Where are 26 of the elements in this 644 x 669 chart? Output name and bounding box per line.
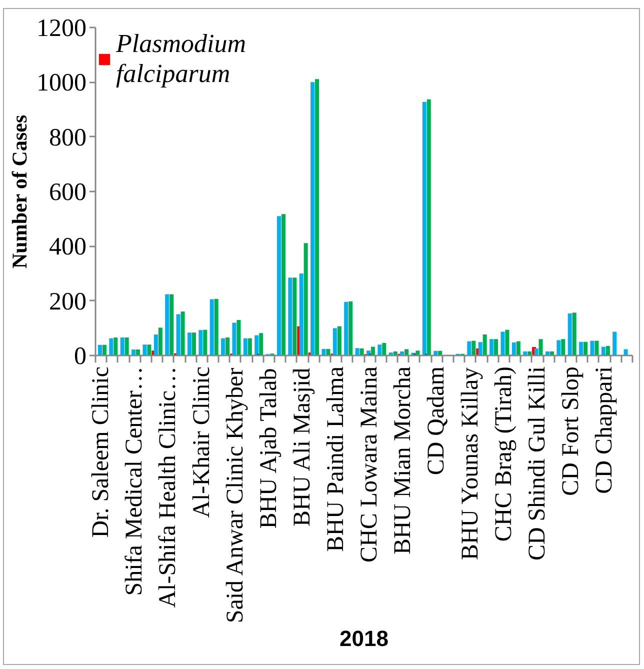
x-axis-title: 2018 [340,626,388,652]
x-tick-label: CHC Lowara Maina [356,366,383,562]
x-tick-label: BHU Mian Morcha [390,366,416,554]
x-tick-label: BHU Paindi Lalma [323,366,350,552]
x-tick-label: BHU Younas Killay [457,367,484,560]
y-tick-label: 600 [49,179,86,206]
x-tick-label: Shifa Medical Center… [122,366,148,596]
y-tick-label: 0 [74,343,86,370]
x-tick-label: BHU Ajab Talab [256,368,282,529]
x-tick-label: Dr. Saleem Clinic [88,366,114,538]
y-tick-label: 400 [49,234,86,261]
x-tick-label: CHC Brag (Tirah) [490,366,517,542]
y-tick-label: 1000 [36,70,86,97]
x-tick-label: Said Anwar Clinic Khyber [222,368,248,624]
x-tick-label: CD Shindi Gul Killi [524,366,550,561]
x-tick-label: Al-Shifa Health Clinic… [155,366,182,608]
y-tick-label: 800 [49,124,86,152]
x-tick-label: Al-Khair Clinic [188,366,215,518]
y-tick-label: 200 [49,288,86,316]
x-tick-label: CD Chappari [592,366,618,494]
y-axis-title: Number of Cases [8,114,32,268]
y-tick-label: 1200 [36,15,86,42]
x-tick-label: CD Qadam [424,366,450,476]
legend-label: Plasmodium falciparum [116,29,246,89]
x-tick-label: CD Fort Slop [558,366,584,496]
x-tick-label: BHU Ali Masjid [289,368,316,527]
